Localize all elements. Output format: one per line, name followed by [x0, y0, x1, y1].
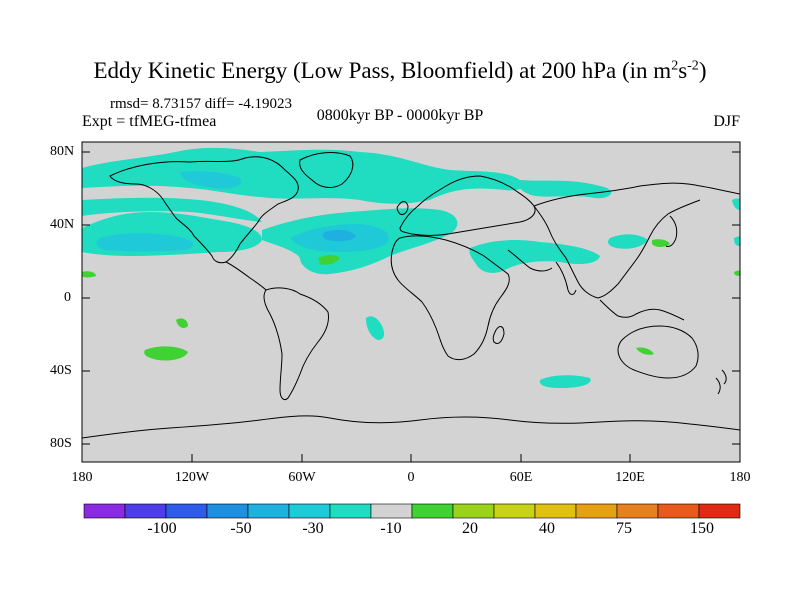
anomaly-australia-positive — [636, 347, 654, 355]
colorbar — [83, 503, 741, 519]
lon-label-180e: 180 — [729, 470, 751, 485]
lon-label-60e: 60E — [509, 470, 533, 485]
colorbar-swatch-3 — [165, 503, 208, 519]
colorbar-swatch-16 — [698, 503, 741, 519]
lat-label-0: 0 — [64, 290, 71, 305]
anomaly-east-asia-negative — [608, 234, 648, 249]
coast-antarctica — [82, 415, 740, 439]
coast-asia — [533, 182, 740, 299]
coast-japan — [665, 215, 678, 247]
colorbar-label-2: -50 — [230, 520, 252, 537]
colorbar-label-4: -10 — [380, 520, 402, 537]
anomaly-east-edge-negative — [734, 236, 740, 246]
coast-africa — [390, 235, 510, 361]
anomaly-east-edge-high — [732, 198, 740, 210]
colorbar-label-6: 40 — [539, 520, 555, 537]
anomaly-east-edge-positive — [734, 270, 740, 276]
period-label: 0800kyr BP - 0000kyr BP — [316, 107, 484, 124]
coast-south-america — [263, 287, 329, 401]
coast-north-america — [109, 156, 299, 264]
colorbar-swatch-9 — [411, 503, 454, 519]
anomaly-mid-latitude-band — [82, 197, 262, 222]
anomaly-west-edge-positive — [82, 271, 96, 278]
anomaly-southern-indian-ocean — [539, 375, 591, 388]
coast-uk — [396, 201, 409, 215]
colorbar-swatch-8 — [370, 503, 413, 519]
lat-label-40n: 40N — [50, 217, 75, 232]
lon-label-120w: 120W — [174, 470, 210, 485]
coast-australia — [617, 325, 699, 379]
coast-new-zealand — [715, 369, 727, 395]
coast-arabia-india — [507, 249, 577, 295]
anomaly-hawaii-positive — [318, 255, 340, 265]
anomaly-mediterranean-asia — [469, 240, 600, 273]
colorbar-label-5: 20 — [462, 520, 478, 537]
stats-text: rmsd= 8.73157 diff= -4.19023 — [110, 96, 293, 112]
anomaly-east-asia-positive — [652, 239, 670, 247]
anomaly-atlantic-deep — [322, 229, 356, 242]
coastlines — [82, 152, 740, 439]
season-label: DJF — [713, 113, 740, 130]
colorbar-swatch-5 — [247, 503, 290, 519]
colorbar-swatch-1 — [83, 503, 126, 519]
lat-label-80n: 80N — [50, 144, 75, 159]
colorbar-swatch-10 — [452, 503, 495, 519]
lon-label-120e: 120E — [615, 470, 645, 485]
plot-title: Eddy Kinetic Energy (Low Pass, Bloomfiel… — [93, 58, 707, 83]
colorbar-swatch-12 — [534, 503, 577, 519]
lat-label-40s: 40S — [50, 363, 72, 378]
lat-label-80s: 80S — [50, 436, 72, 451]
colorbar-swatch-4 — [206, 503, 249, 519]
anomaly-south-atlantic — [366, 316, 385, 340]
coast-greenland — [299, 152, 354, 188]
anomaly-pacific-core — [96, 233, 194, 252]
coast-central-america — [225, 261, 267, 291]
colorbar-label-7: 75 — [616, 520, 632, 537]
colorbar-swatch-6 — [288, 503, 331, 519]
lon-label-60w: 60W — [288, 470, 316, 485]
colorbar-swatch-2 — [124, 503, 167, 519]
colorbar-label-8: 150 — [690, 520, 714, 537]
coast-southeast-asia — [599, 299, 685, 321]
colorbar-swatch-15 — [657, 503, 700, 519]
colorbar-swatch-11 — [493, 503, 536, 519]
colorbar-label-3: -30 — [302, 520, 324, 537]
lon-label-0: 0 — [407, 470, 415, 485]
experiment-label: Expt = tfMEG-tfmea — [82, 113, 217, 130]
coast-madagascar — [492, 326, 505, 345]
anomaly-canada — [180, 171, 242, 189]
lon-label-180w: 180 — [71, 470, 93, 485]
axis-ticks — [82, 151, 740, 462]
anomaly-pacific-small-positive — [176, 318, 188, 328]
colorbar-label-1: -100 — [147, 520, 177, 537]
colorbar-swatch-14 — [616, 503, 659, 519]
anomaly-tropical-pacific-positive — [144, 346, 188, 361]
colorbar-swatch-7 — [329, 503, 372, 519]
colorbar-swatch-13 — [575, 503, 618, 519]
